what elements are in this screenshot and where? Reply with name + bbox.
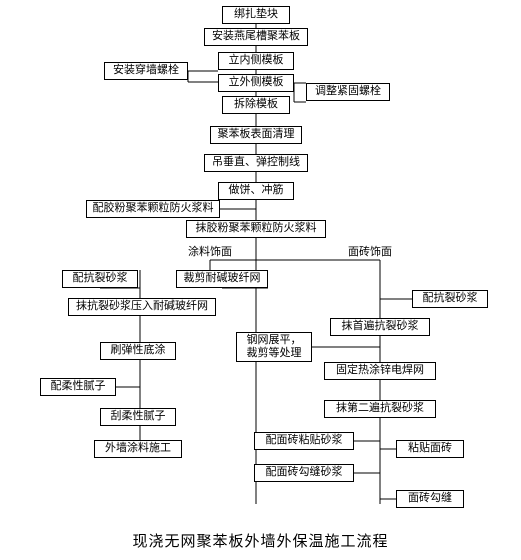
- lbl-coating: 涂料饰面: [188, 246, 232, 259]
- node-n28: 面砖勾缝: [396, 490, 464, 508]
- node-n5: 立外侧模板: [218, 74, 294, 92]
- node-n12: 抹胶粉聚苯颗粒防火浆料: [186, 220, 326, 238]
- node-n4: 安装穿墙螺栓: [104, 62, 188, 80]
- node-n27: 配面砖勾缝砂浆: [254, 464, 354, 482]
- node-n11: 配胶粉聚苯颗粒防火浆料: [86, 200, 220, 218]
- node-n13: 配抗裂砂浆: [62, 270, 138, 288]
- diagram-title: 现浇无网聚苯板外墙外保温施工流程: [0, 530, 521, 551]
- node-n24: 抹第二遍抗裂砂浆: [324, 400, 436, 418]
- node-n7: 拆除模板: [222, 96, 290, 114]
- node-n14: 裁剪耐碱玻纤网: [176, 270, 268, 288]
- node-n20: 钢网展平，裁剪等处理: [236, 332, 312, 362]
- node-n18: 刮柔性腻子: [100, 408, 176, 426]
- node-n1: 绑扎垫块: [222, 6, 290, 24]
- node-n8: 聚苯板表面清理: [210, 126, 302, 144]
- node-n15: 抹抗裂砂浆压入耐碱玻纤网: [68, 298, 216, 316]
- node-n9: 吊垂直、弹控制线: [204, 154, 308, 172]
- node-n3: 立内侧模板: [218, 52, 294, 70]
- node-n10: 做饼、冲筋: [218, 182, 294, 200]
- node-n21: 配抗裂砂浆: [412, 290, 488, 308]
- node-n16: 刷弹性底涂: [100, 342, 176, 360]
- node-n17: 配柔性腻子: [40, 378, 116, 396]
- node-n22: 抹首遍抗裂砂浆: [330, 318, 430, 336]
- node-n26: 粘贴面砖: [396, 440, 464, 458]
- node-n2: 安装燕尾槽聚苯板: [204, 28, 308, 46]
- node-n25: 配面砖粘贴砂浆: [254, 432, 354, 450]
- node-n19: 外墙涂料施工: [94, 440, 182, 458]
- lbl-brick: 面砖饰面: [348, 246, 392, 259]
- node-n6: 调整紧固螺栓: [306, 83, 390, 101]
- node-n23: 固定热涂锌电焊网: [324, 362, 436, 380]
